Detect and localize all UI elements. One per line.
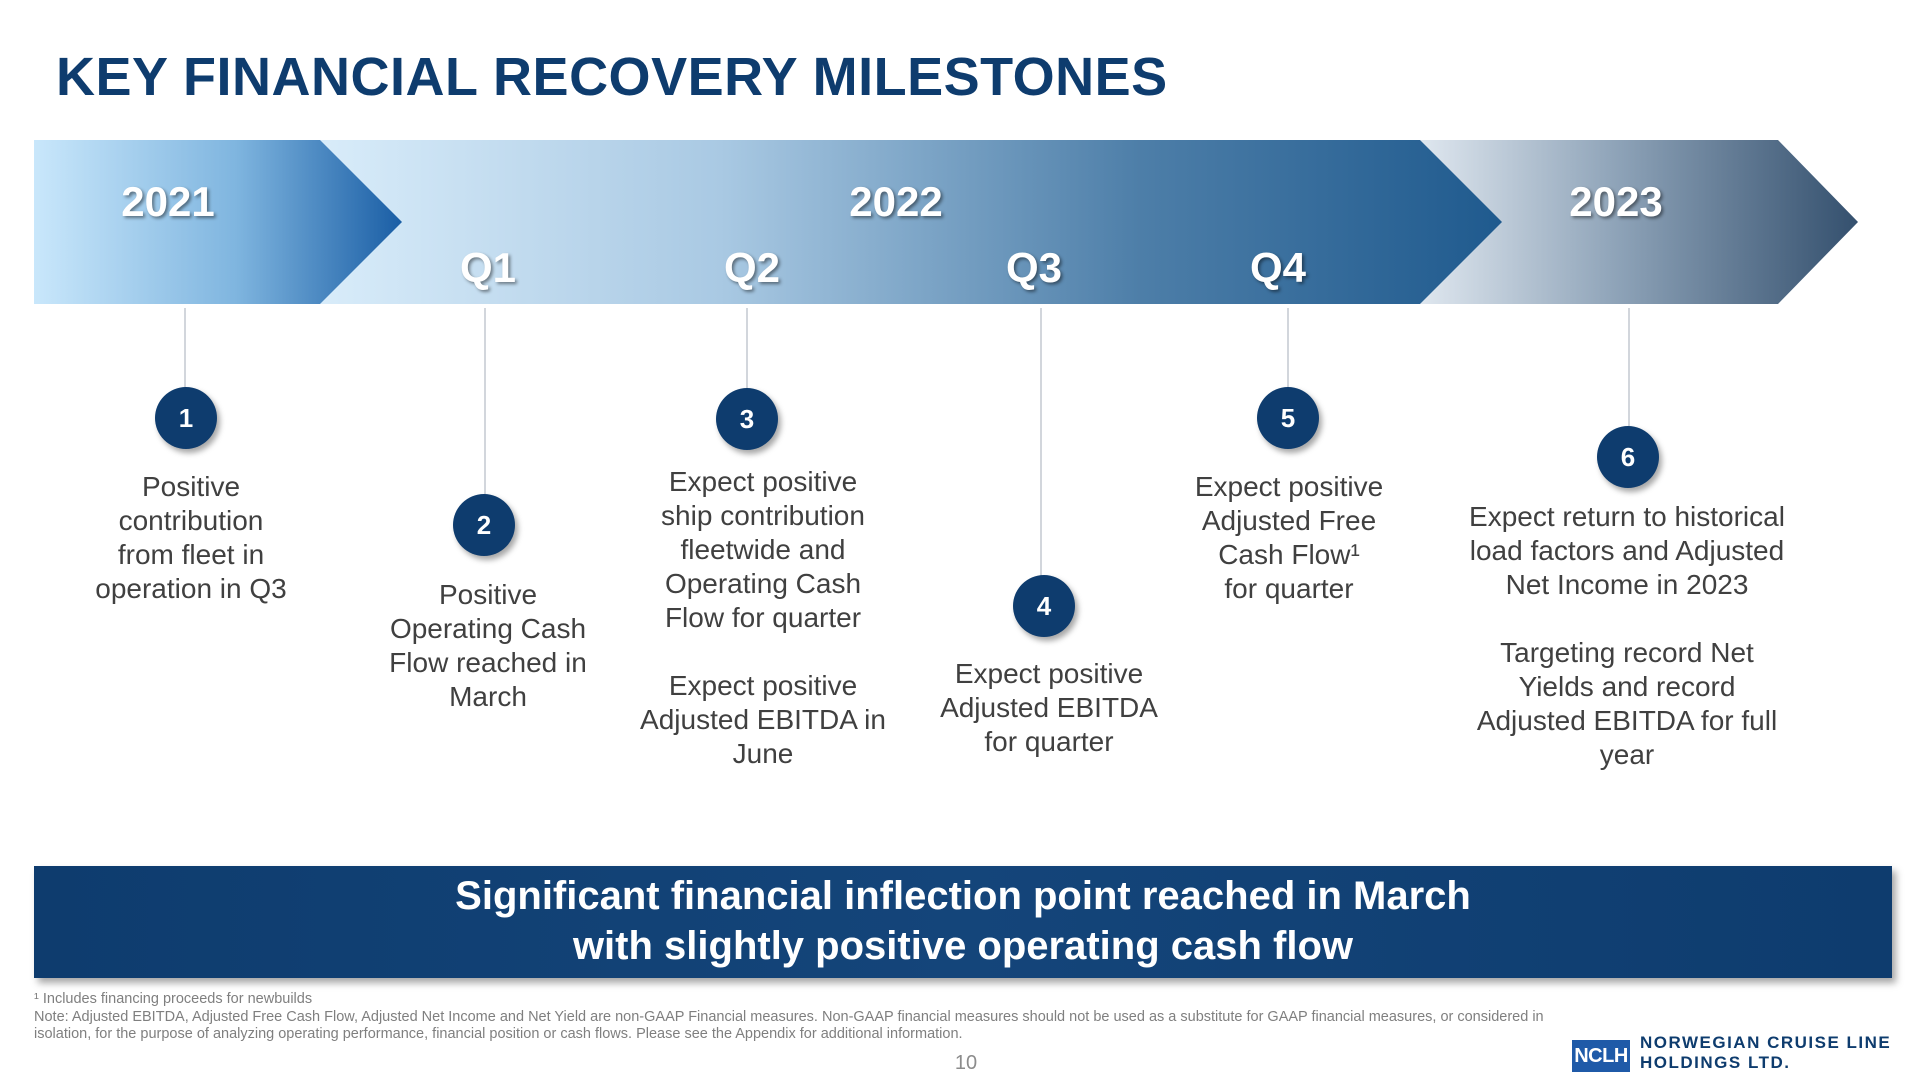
milestone-text-3: Expect positive ship contribution fleetw…	[640, 466, 886, 769]
milestone-number-4: 4	[1013, 575, 1075, 637]
milestone-text-6: Expect return to historical load factors…	[1469, 501, 1785, 770]
year-label-2022: 2022	[849, 178, 943, 225]
quarter-label-q3: Q3	[1005, 244, 1063, 291]
milestone-text-2: Positive Operating Cash Flow reached in …	[389, 579, 587, 712]
milestone-text-1: Positive contribution from fleet in oper…	[95, 471, 287, 604]
nclh-logo-badge: NCLH	[1572, 1040, 1630, 1072]
milestone-text-4: Expect positive Adjusted EBITDA for quar…	[940, 658, 1158, 757]
page-title: KEY FINANCIAL RECOVERY MILESTONES	[56, 47, 1168, 107]
quarter-label-q4: Q4	[1249, 244, 1307, 291]
quarter-label-q2: Q2	[723, 244, 781, 291]
callout-line-1: Significant financial inflection point r…	[455, 874, 1471, 918]
timeline-banner	[34, 140, 1858, 304]
company-name-line-1: NORWEGIAN CRUISE LINE	[1640, 1033, 1892, 1052]
banner-2023-arrow	[1420, 140, 1858, 304]
milestone-number-5: 5	[1257, 387, 1319, 449]
callout-line-2: with slightly positive operating cash fl…	[572, 924, 1354, 968]
milestone-number-2: 2	[453, 494, 515, 556]
year-label-2021: 2021	[121, 178, 215, 225]
connector-line-6	[1628, 308, 1630, 428]
connector-line-4	[1040, 308, 1042, 576]
quarter-label-q1: Q1	[459, 244, 517, 291]
connector-line-1	[184, 308, 186, 388]
milestone-number-1: 1	[155, 387, 217, 449]
milestone-number-6: 6	[1597, 426, 1659, 488]
footnote-non-gaap-line-2: isolation, for the purpose of analyzing …	[34, 1026, 963, 1042]
key-takeaway-callout: Significant financial inflection point r…	[34, 866, 1892, 978]
footnote-non-gaap-line-1: Note: Adjusted EBITDA, Adjusted Free Cas…	[34, 1009, 1544, 1025]
connector-line-5	[1287, 308, 1289, 388]
banner-2022-arrow	[300, 140, 1502, 304]
banner-2021-arrow	[34, 140, 402, 304]
milestone-text-5: Expect positive Adjusted Free Cash Flow¹…	[1194, 471, 1384, 604]
page-number: 10	[954, 1052, 978, 1074]
milestone-number-3: 3	[716, 388, 778, 450]
connector-line-2	[484, 308, 486, 496]
company-name-line-2: HOLDINGS LTD.	[1640, 1053, 1791, 1072]
connector-line-3	[746, 308, 748, 388]
year-label-2023: 2023	[1569, 178, 1663, 225]
footnote-financing: ¹ Includes financing proceeds for newbui…	[34, 991, 313, 1007]
